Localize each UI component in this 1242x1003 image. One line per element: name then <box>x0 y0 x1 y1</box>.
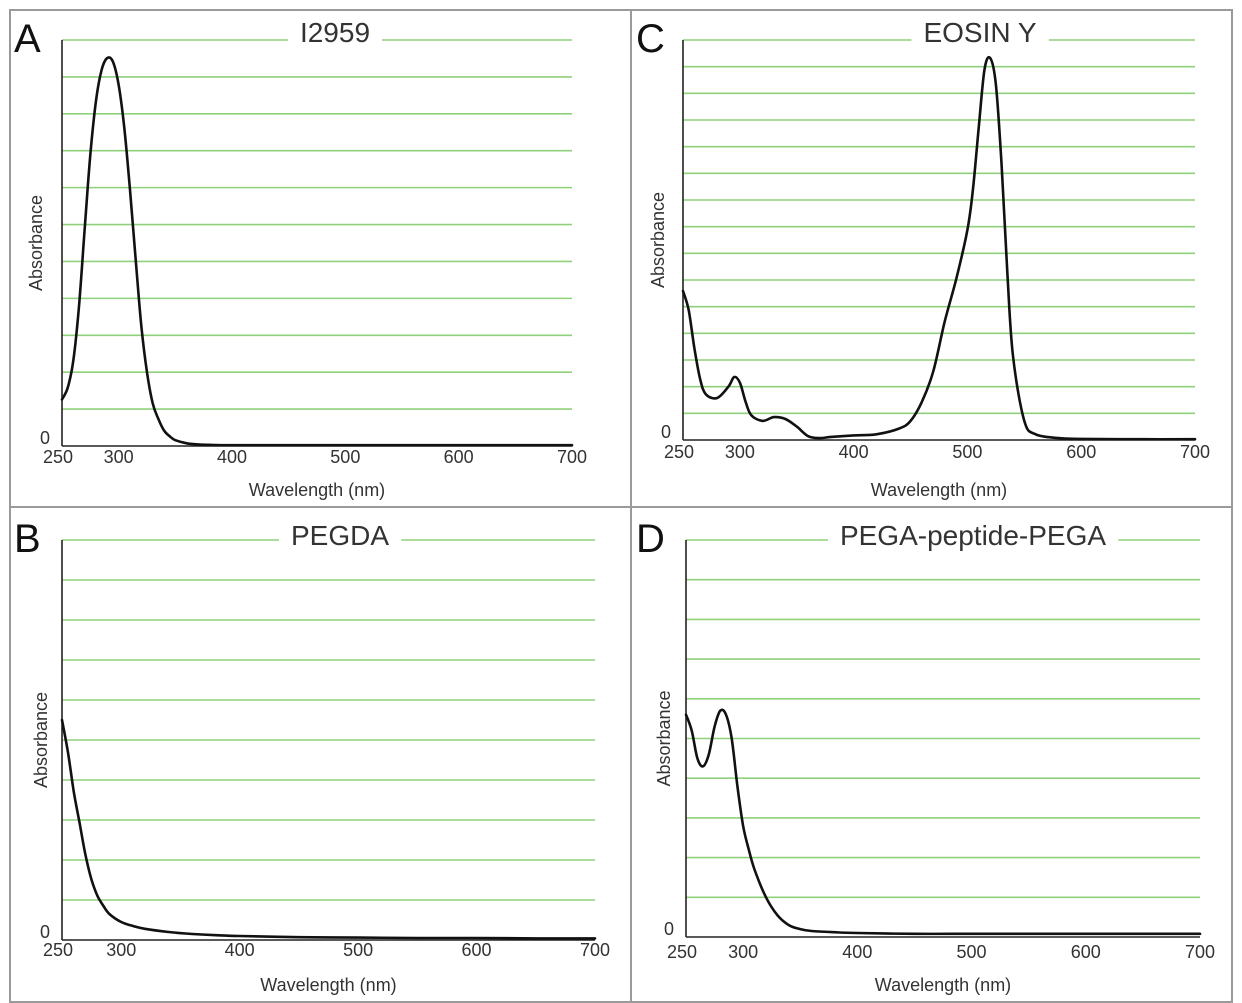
x-tick-label: 500 <box>957 942 987 962</box>
x-axis-label: Wavelength (nm) <box>875 975 1011 995</box>
panel-c-border <box>630 9 1233 508</box>
panel-b-border <box>9 506 632 1003</box>
y-tick-label: 0 <box>664 919 674 939</box>
y-tick-label: 0 <box>661 422 671 442</box>
absorbance-curve <box>684 708 1202 936</box>
absorbance-curve <box>60 56 574 447</box>
panel-letter-c: C <box>636 17 665 61</box>
panel-d-border <box>630 506 1233 1003</box>
x-axis-label: Wavelength (nm) <box>249 480 385 500</box>
x-tick-label: 500 <box>952 442 982 462</box>
y-axis-label: Absorbance <box>26 195 46 291</box>
x-tick-label: 700 <box>557 447 587 467</box>
x-axis-label: Wavelength (nm) <box>871 480 1007 500</box>
panel-letter-a: A <box>14 17 41 61</box>
x-tick-label: 250 <box>667 942 697 962</box>
panel-a-border <box>9 9 632 508</box>
x-tick-label: 300 <box>728 942 758 962</box>
x-tick-label: 600 <box>1071 942 1101 962</box>
chart-title-background <box>911 15 1049 50</box>
x-tick-label: 400 <box>842 942 872 962</box>
plot-pegda: PEGDA 250 300 400 500 600 700 0 Wavelength (nm) A… <box>31 518 610 995</box>
x-tick-label: 600 <box>1066 442 1096 462</box>
x-tick-label: 250 <box>43 940 73 960</box>
x-tick-label: 700 <box>1180 442 1210 462</box>
panel-letter-d: D <box>636 517 665 561</box>
y-axis-label: Absorbance <box>31 692 51 788</box>
x-axis-label: Wavelength (nm) <box>260 975 396 995</box>
panel-letter-b: B <box>14 517 41 561</box>
x-tick-label: 400 <box>217 447 247 467</box>
x-tick-label: 300 <box>725 442 755 462</box>
x-tick-label: 600 <box>462 940 492 960</box>
y-tick-label: 0 <box>40 922 50 942</box>
x-tick-label: 250 <box>664 442 694 462</box>
x-tick-label: 400 <box>839 442 869 462</box>
absorbance-curve <box>681 55 1197 441</box>
chart-title: PEGDA <box>291 520 389 551</box>
y-tick-label: 0 <box>40 428 50 448</box>
x-tick-label: 500 <box>330 447 360 467</box>
x-tick-label: 300 <box>104 447 134 467</box>
chart-title-background <box>827 518 1119 553</box>
x-tick-label: 700 <box>1185 942 1215 962</box>
y-axis-label: Absorbance <box>654 690 674 786</box>
chart-title: EOSIN Y <box>923 17 1036 48</box>
x-tick-label: 300 <box>106 940 136 960</box>
chart-title-background <box>278 518 402 553</box>
x-tick-label: 600 <box>444 447 474 467</box>
plot-i2959: I2959 250 300 400 500 600 700 0 Wavelength (nm) A… <box>26 15 587 500</box>
chart-title-background <box>287 15 383 50</box>
x-tick-label: 500 <box>343 940 373 960</box>
absorbance-curve <box>60 718 597 940</box>
x-tick-label: 400 <box>225 940 255 960</box>
plot-eosin-y: EOSIN Y 250 300 400 500 600 700 0 Wavelength (nm… <box>648 15 1210 500</box>
plot-pega-peptide-pega: PEGA-peptide-PEGA 250 300 400 500 600 700 0 Wave… <box>654 518 1215 995</box>
x-tick-label: 700 <box>580 940 610 960</box>
y-axis-label: Absorbance <box>648 192 668 288</box>
chart-title: I2959 <box>300 17 370 48</box>
x-tick-label: 250 <box>43 447 73 467</box>
chart-title: PEGA-peptide-PEGA <box>840 520 1106 551</box>
